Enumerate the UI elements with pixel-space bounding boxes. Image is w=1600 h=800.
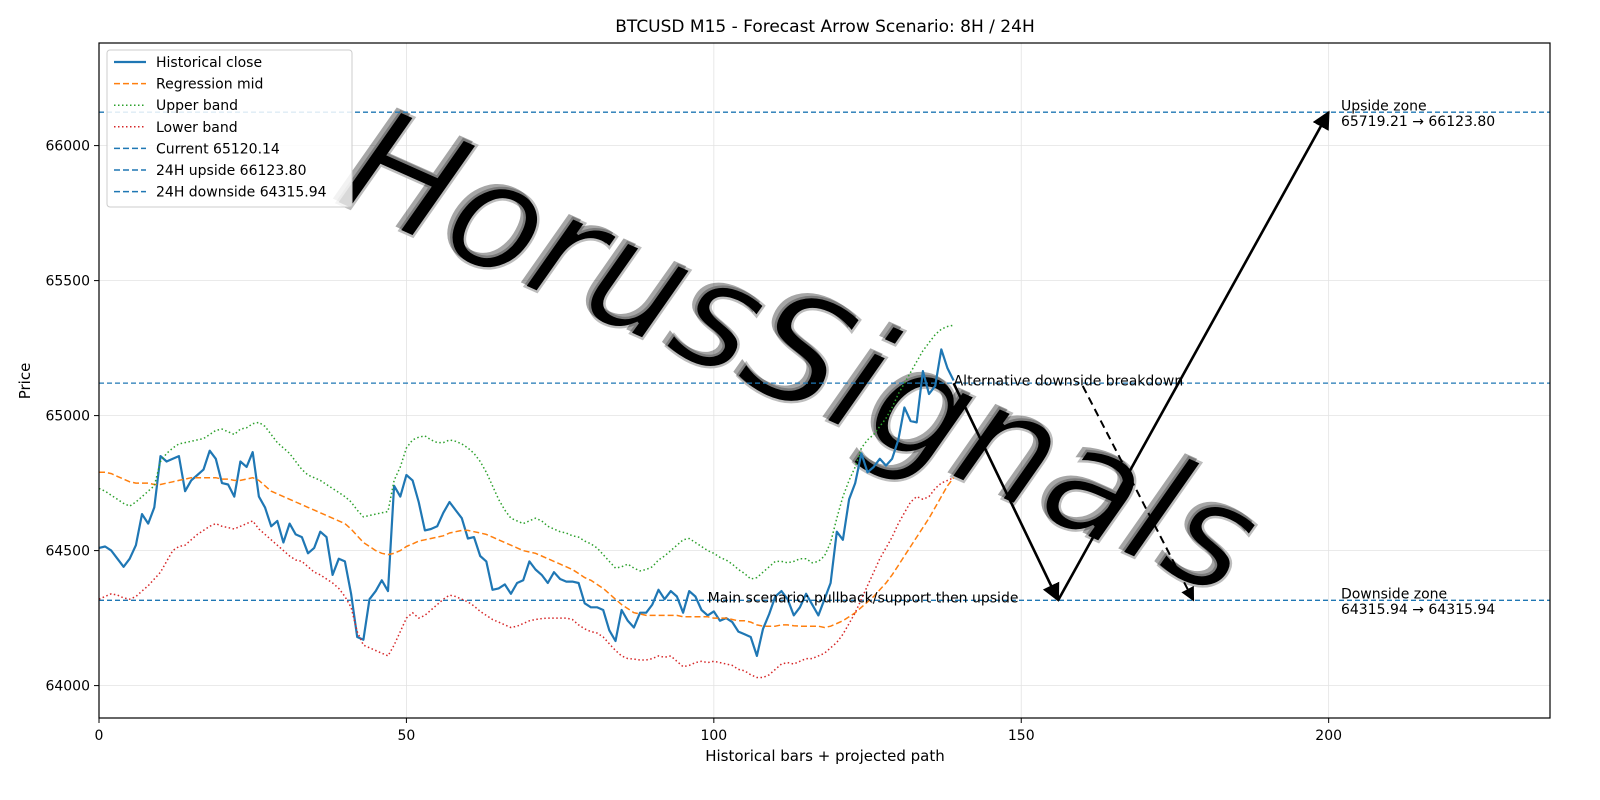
y-tick-label: 65000 <box>45 409 90 425</box>
x-tick-label: 150 <box>1008 728 1035 744</box>
legend-label: Regression mid <box>156 77 263 93</box>
y-axis-ticks: 64000 64500 65000 65500 66000 <box>45 139 99 695</box>
x-axis-ticks: 0 50 100 150 200 <box>95 718 1342 744</box>
forecast-arrow <box>1056 110 1330 601</box>
series-line <box>98 348 955 658</box>
annotation-text: Downside zone <box>1341 587 1447 603</box>
y-tick-label: 64500 <box>45 544 90 560</box>
x-tick-label: 50 <box>398 728 416 744</box>
chart-title: BTCUSD M15 - Forecast Arrow Scenario: 8H… <box>615 17 1034 37</box>
x-tick-label: 100 <box>700 728 727 744</box>
series-line <box>99 471 955 629</box>
watermark-shadow: HorusSignals <box>314 71 1279 628</box>
forecast-arrow <box>1081 385 1195 602</box>
forecast-arrow <box>952 382 1060 602</box>
legend-label: 24H upside 66123.80 <box>156 163 307 179</box>
y-axis-label: Price <box>16 363 34 400</box>
annotation-text: Alternative downside breakdown <box>954 373 1184 389</box>
series-line <box>98 477 954 679</box>
legend-label: Historical close <box>156 55 262 71</box>
y-tick-label: 66000 <box>45 139 90 155</box>
forecast-arrows <box>952 110 1330 602</box>
legend-label: Upper band <box>156 98 238 114</box>
plot-frame <box>98 42 1551 719</box>
annotation-text: Main scenario: pullback/support then ups… <box>708 590 1019 606</box>
annotation-text: 65719.21 → 66123.80 <box>1341 114 1495 130</box>
y-tick-label: 65500 <box>45 274 90 290</box>
legend-label: Current 65120.14 <box>156 141 280 157</box>
x-tick-label: 200 <box>1315 728 1342 744</box>
legend-label: 24H downside 64315.94 <box>156 185 327 201</box>
legend-label: Lower band <box>156 120 238 136</box>
annotation-text: Upside zone <box>1341 99 1427 115</box>
y-tick-label: 64000 <box>45 679 90 695</box>
annotation-text: 64315.94 → 64315.94 <box>1341 602 1495 618</box>
x-tick-label: 0 <box>95 728 104 744</box>
grid <box>98 43 1550 718</box>
series-lines <box>98 324 955 679</box>
legend: Historical close Regression mid Upper band… <box>106 49 353 208</box>
annotations: Alternative downside breakdown Main scena… <box>708 99 1496 619</box>
x-axis-label: Historical bars + projected path <box>705 747 945 765</box>
legend-box <box>106 49 353 208</box>
